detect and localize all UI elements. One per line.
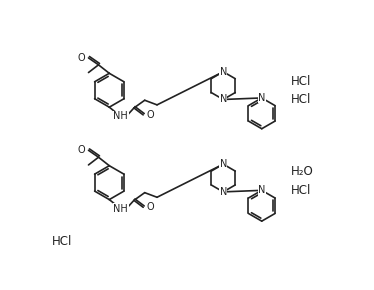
Text: O: O bbox=[78, 145, 85, 155]
Text: N: N bbox=[220, 95, 227, 104]
Text: O: O bbox=[146, 110, 154, 120]
Text: NH: NH bbox=[113, 111, 128, 122]
Text: O: O bbox=[146, 202, 154, 212]
Text: N: N bbox=[258, 185, 266, 195]
Text: HCl: HCl bbox=[52, 235, 73, 248]
Text: N: N bbox=[220, 159, 227, 169]
Text: O: O bbox=[78, 53, 85, 63]
Text: N: N bbox=[258, 93, 266, 103]
Text: NH: NH bbox=[113, 204, 128, 214]
Text: N: N bbox=[220, 187, 227, 197]
Text: H₂O: H₂O bbox=[291, 165, 314, 178]
Text: N: N bbox=[220, 67, 227, 77]
Text: HCl: HCl bbox=[291, 184, 312, 197]
Text: HCl: HCl bbox=[291, 75, 312, 88]
Text: HCl: HCl bbox=[291, 93, 312, 106]
